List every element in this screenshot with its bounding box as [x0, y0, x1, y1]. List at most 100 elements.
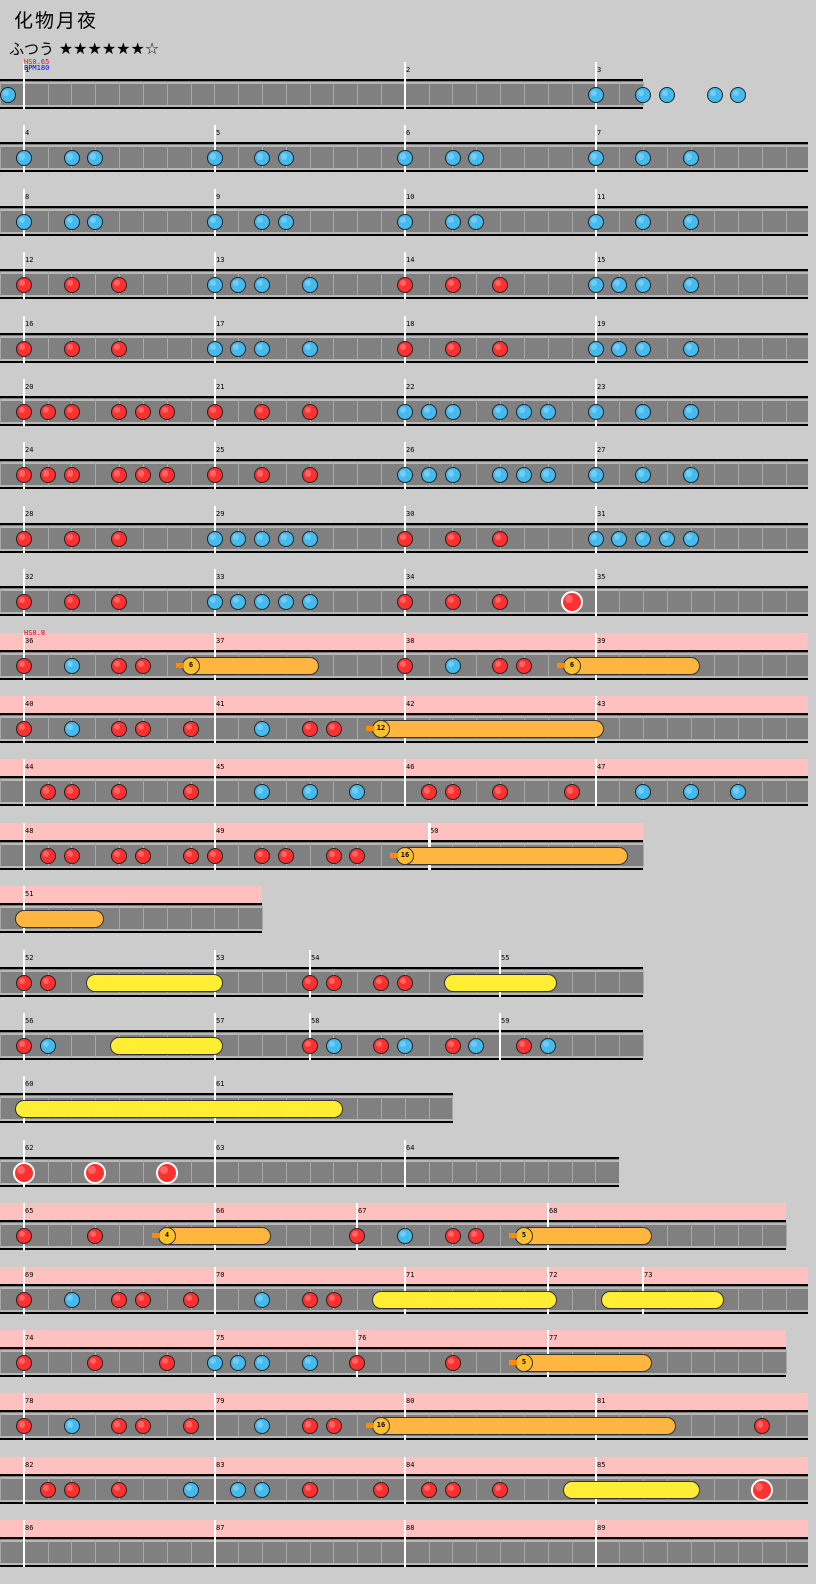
beat-line	[524, 145, 525, 170]
note-shine	[67, 1294, 74, 1301]
chart-row: 62 63 64	[0, 1139, 619, 1204]
beat-line	[524, 272, 525, 297]
measure-line	[23, 125, 25, 173]
beat-line	[357, 652, 358, 677]
balloon-body	[563, 656, 700, 675]
note-shine	[733, 787, 740, 794]
measure-number: 57	[216, 1017, 225, 1025]
measure-number: 20	[25, 383, 34, 391]
note-shine	[638, 216, 645, 224]
beat-line	[572, 969, 573, 994]
ka-note	[468, 213, 484, 230]
measure-number: 9	[216, 192, 221, 201]
beat-line	[429, 208, 430, 233]
measure-number: 63	[216, 1143, 225, 1152]
beat-line	[238, 462, 239, 487]
beat-line	[691, 1413, 692, 1438]
beat-line	[643, 1033, 644, 1057]
beat-line	[167, 272, 168, 297]
measure-line	[595, 1520, 597, 1568]
don-big-note	[561, 591, 583, 614]
ka-note	[683, 404, 699, 420]
beat-line	[71, 1223, 72, 1248]
note-shine	[376, 1041, 383, 1048]
measure-number: 23	[597, 383, 606, 391]
don-note	[40, 467, 56, 484]
don-note	[16, 657, 32, 674]
don-note	[135, 847, 151, 864]
note-shine	[88, 1165, 97, 1174]
ka-note	[302, 277, 318, 294]
beat-line	[48, 1159, 49, 1184]
measure-line	[23, 505, 25, 553]
don-note	[40, 404, 56, 420]
ka-note	[326, 1038, 342, 1054]
beat-line	[667, 716, 668, 740]
measure-line	[23, 1076, 25, 1124]
beat-line	[333, 652, 334, 677]
beat-line	[429, 589, 430, 614]
beat-line	[48, 1540, 49, 1565]
ka-note	[207, 1355, 223, 1371]
beat-line	[429, 82, 430, 106]
beat-line	[643, 969, 644, 994]
beat-line	[524, 525, 525, 550]
balloon-fuse	[152, 1233, 160, 1239]
note-shine	[448, 1358, 455, 1365]
note-shine	[210, 407, 217, 414]
beat-line	[762, 399, 763, 423]
measure-number: 81	[597, 1397, 606, 1406]
beat-line	[572, 145, 573, 170]
don-note	[207, 467, 223, 484]
measure-number: 8	[25, 192, 30, 201]
measure-line	[214, 949, 216, 997]
note-shine	[591, 470, 598, 477]
balloon-fuse	[509, 1233, 517, 1239]
note-shine	[376, 1484, 383, 1492]
ka-note	[254, 1481, 270, 1498]
beat-line	[667, 272, 668, 297]
measure-line	[595, 62, 597, 109]
measure-number: 6	[406, 129, 411, 138]
note-shine	[257, 724, 264, 731]
note-shine	[662, 533, 669, 541]
note-shine	[448, 787, 455, 794]
beat-line	[48, 716, 49, 740]
ka-note	[683, 213, 699, 230]
beat-line	[0, 1159, 1, 1184]
beat-line	[762, 272, 763, 297]
measure-line	[595, 315, 597, 363]
don-note	[16, 1418, 32, 1435]
don-note	[302, 974, 318, 991]
beat-line	[143, 906, 144, 931]
ka-note	[230, 530, 246, 547]
don-note	[254, 847, 270, 864]
measure-line	[595, 696, 597, 743]
note-shine	[448, 407, 455, 414]
don-note	[445, 1481, 461, 1498]
measure-number: 10	[406, 192, 415, 201]
ka-note	[588, 404, 604, 420]
note-shine	[591, 343, 598, 350]
note-shine	[186, 1294, 193, 1301]
beat-line	[286, 399, 287, 423]
don-note	[135, 657, 151, 674]
ka-note	[635, 277, 651, 294]
note-shine	[114, 1294, 121, 1301]
beat-line	[95, 1476, 96, 1501]
measure-number: 15	[597, 256, 606, 265]
measure-line	[404, 125, 406, 173]
beat-line	[595, 1286, 596, 1311]
ka-note	[611, 340, 627, 357]
beat-line	[48, 652, 49, 677]
beat-line	[619, 462, 620, 487]
beat-line	[238, 399, 239, 423]
don-note	[111, 657, 127, 674]
ka-note	[492, 467, 508, 484]
beat-line	[286, 1540, 287, 1565]
beat-line	[667, 779, 668, 804]
don-note	[349, 1228, 365, 1245]
beat-line	[286, 716, 287, 740]
beat-line	[143, 145, 144, 170]
don-note	[64, 404, 80, 420]
